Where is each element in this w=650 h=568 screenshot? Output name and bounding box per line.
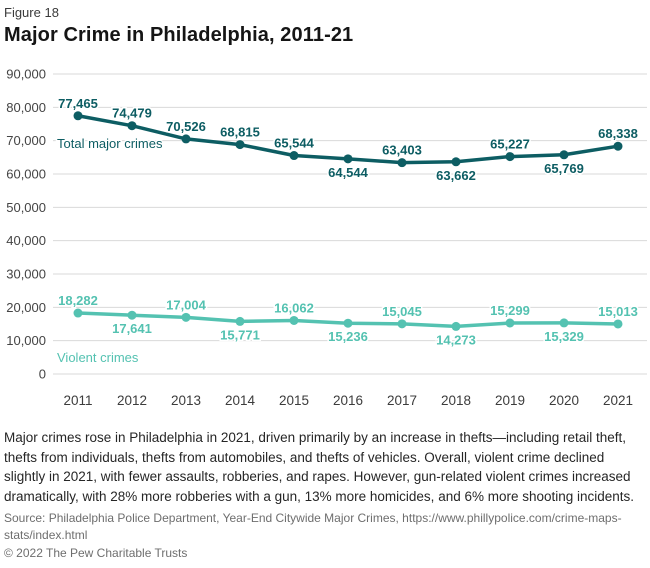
series-0: 77,465 74,479 70,526 68,815 65,544 64,544 63,4… bbox=[56, 94, 640, 184]
data-point bbox=[73, 308, 83, 318]
y-tick-label: 10,000 bbox=[6, 333, 46, 348]
y-axis-labels: 90,000 80,000 70,000 60,000 50,000 40,000 30,0… bbox=[6, 67, 46, 382]
data-point bbox=[451, 157, 461, 167]
data-point bbox=[289, 315, 299, 325]
data-point bbox=[235, 140, 245, 150]
data-point bbox=[343, 318, 353, 328]
y-tick-label: 0 bbox=[39, 367, 46, 382]
data-point bbox=[613, 319, 623, 329]
y-tick-label: 80,000 bbox=[6, 100, 46, 115]
y-tick-label: 70,000 bbox=[6, 133, 46, 148]
data-point bbox=[559, 318, 569, 328]
data-label: 68,338 bbox=[598, 126, 638, 141]
figure-label: Figure 18 bbox=[4, 5, 59, 20]
data-label: 17,004 bbox=[166, 297, 207, 312]
data-label: 74,479 bbox=[112, 106, 152, 121]
x-tick-label: 2015 bbox=[279, 393, 309, 408]
data-point bbox=[127, 310, 137, 320]
series-inline-label: Total major crimes bbox=[57, 136, 163, 151]
data-point bbox=[451, 321, 461, 331]
series-inline-label: Violent crimes bbox=[57, 350, 139, 365]
data-label: 70,526 bbox=[166, 119, 206, 134]
x-tick-label: 2012 bbox=[117, 393, 147, 408]
data-label: 63,403 bbox=[382, 143, 422, 158]
data-point bbox=[289, 151, 299, 161]
data-label: 17,641 bbox=[112, 321, 152, 336]
y-tick-label: 90,000 bbox=[6, 67, 46, 82]
data-label: 77,465 bbox=[58, 96, 98, 111]
x-tick-label: 2016 bbox=[333, 393, 363, 408]
data-label: 68,815 bbox=[220, 125, 260, 140]
x-tick-label: 2017 bbox=[387, 393, 417, 408]
line-chart: 90,000 80,000 70,000 60,000 50,000 40,000 30,0… bbox=[6, 67, 647, 408]
data-point bbox=[559, 150, 569, 160]
y-tick-label: 50,000 bbox=[6, 200, 46, 215]
data-label: 15,299 bbox=[490, 303, 530, 318]
data-point bbox=[343, 154, 353, 164]
x-axis-labels: 2011 2012 2013 2014 2015 2016 2017 2018 2019 2020… bbox=[63, 393, 633, 408]
x-tick-label: 2018 bbox=[441, 393, 471, 408]
x-tick-label: 2020 bbox=[549, 393, 579, 408]
gridlines bbox=[53, 73, 647, 375]
x-tick-label: 2019 bbox=[495, 393, 525, 408]
data-point bbox=[397, 158, 407, 168]
y-tick-label: 20,000 bbox=[6, 300, 46, 315]
chart-title: Major Crime in Philadelphia, 2011-21 bbox=[4, 24, 354, 46]
caption-text: Major crimes rose in Philadelphia in 202… bbox=[4, 430, 635, 504]
data-label: 63,662 bbox=[436, 168, 476, 183]
data-label: 65,544 bbox=[274, 136, 315, 151]
data-point bbox=[397, 319, 407, 329]
data-label: 15,236 bbox=[328, 329, 368, 344]
data-point bbox=[73, 111, 83, 121]
data-point bbox=[127, 121, 137, 131]
data-label: 15,329 bbox=[544, 329, 584, 344]
data-label: 15,771 bbox=[220, 327, 260, 342]
x-tick-label: 2011 bbox=[63, 393, 92, 408]
y-tick-label: 30,000 bbox=[6, 267, 46, 282]
series-1: 18,282 17,641 17,004 15,771 16,062 15,236 15,0… bbox=[56, 292, 640, 367]
y-tick-label: 60,000 bbox=[6, 167, 46, 182]
y-tick-label: 40,000 bbox=[6, 233, 46, 248]
x-tick-label: 2014 bbox=[225, 393, 256, 408]
source-note: Source: Philadelphia Police Department, … bbox=[4, 511, 622, 542]
data-label: 18,282 bbox=[58, 293, 98, 308]
data-label: 15,013 bbox=[598, 304, 638, 319]
figure-header: Figure 18 Major Crime in Philadelphia, 2… bbox=[4, 5, 642, 47]
data-point bbox=[181, 312, 191, 322]
x-tick-label: 2013 bbox=[171, 393, 201, 408]
data-point bbox=[505, 152, 515, 162]
data-point bbox=[613, 141, 623, 151]
data-label: 14,273 bbox=[436, 332, 476, 347]
data-label: 16,062 bbox=[274, 300, 314, 315]
data-label: 64,544 bbox=[328, 165, 369, 180]
copyright-note: © 2022 The Pew Charitable Trusts bbox=[4, 546, 188, 560]
data-label: 15,045 bbox=[382, 304, 422, 319]
x-tick-label: 2021 bbox=[603, 393, 633, 408]
data-label: 65,227 bbox=[490, 137, 530, 152]
data-point bbox=[235, 316, 245, 326]
data-point bbox=[505, 318, 515, 328]
data-point bbox=[181, 134, 191, 144]
data-label: 65,769 bbox=[544, 161, 584, 176]
